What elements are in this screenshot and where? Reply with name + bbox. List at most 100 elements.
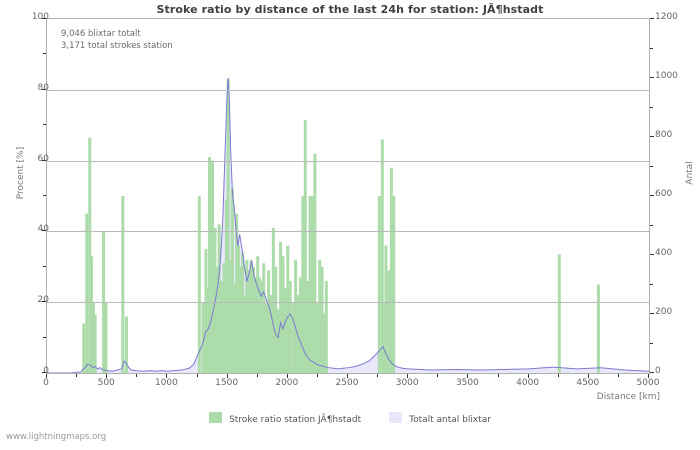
legend-label: Stroke ratio station JÃ¶hstadt [229, 415, 362, 425]
stroke-ratio-bar [298, 277, 302, 373]
stroke-ratio-bar [235, 213, 239, 373]
x-minor-tickmark [256, 374, 258, 377]
stroke-ratio-bar [90, 256, 94, 373]
stroke-ratio-bar [271, 227, 275, 373]
y-right-tickmark [650, 313, 654, 314]
stroke-ratio-bar [249, 259, 253, 373]
y-right-tickmark [650, 372, 654, 373]
y-axis-left-label: Procent [%] [16, 146, 26, 200]
y-right-minor-tickmark [650, 106, 653, 108]
x-tickmark [347, 374, 348, 378]
stroke-ratio-bar [392, 196, 396, 373]
x-tick-label: 2500 [335, 378, 359, 388]
y-right-tickmark [650, 77, 654, 78]
y-left-tickmark [42, 372, 46, 373]
y-right-minor-tickmark [650, 342, 653, 344]
y-right-tick-label: 200 [655, 307, 673, 317]
y-left-tickmark [42, 159, 46, 161]
stroke-ratio-bar [318, 259, 322, 373]
stroke-ratio-bar [320, 266, 324, 373]
x-minor-tickmark [437, 374, 439, 377]
y-left-tick-label: 20 [37, 295, 49, 306]
stroke-ratio-bar [121, 196, 125, 373]
y-left-tickmark [42, 230, 46, 232]
stroke-ratio-bar [220, 280, 224, 373]
y-right-tickmark [650, 254, 654, 255]
stroke-ratio-bar [294, 259, 298, 373]
y-right-minor-tickmark [650, 224, 653, 226]
y-right-tickmark [650, 195, 654, 196]
y-right-minor-tickmark [650, 283, 653, 285]
y-left-tick-label: 0 [43, 366, 49, 376]
stroke-ratio-bar [387, 270, 391, 373]
y-left-tick-label: 100 [31, 12, 49, 22]
x-tickmark [407, 374, 409, 378]
stroke-ratio-bar [267, 270, 271, 373]
stroke-ratio-bar [281, 256, 285, 373]
stroke-ratio-bar [217, 224, 221, 373]
y-left-tick-label: 60 [37, 153, 49, 164]
y-right-tick-label: 1200 [655, 12, 678, 22]
stroke-ratio-bar [279, 242, 283, 373]
x-tickmark [587, 374, 589, 378]
stroke-ratio-bar [380, 139, 384, 373]
x-tick-label: 1000 [154, 378, 178, 388]
annotation-line-2: 3,171 total strokes station [61, 40, 173, 51]
stroke-ratio-bar [322, 312, 326, 373]
x-tick-label: 3500 [455, 378, 479, 388]
stroke-ratio-bar [315, 302, 319, 373]
x-tick-label: 500 [97, 378, 115, 388]
stroke-ratio-bar [389, 167, 393, 373]
stroke-ratio-bar [324, 280, 328, 373]
legend-item[interactable]: Totalt antal blixtar [389, 412, 491, 425]
y-right-tick-label: 800 [655, 130, 673, 140]
y-left-tickmark [42, 301, 46, 303]
stroke-ratio-bar [206, 288, 210, 373]
gridline [47, 160, 649, 162]
legend-swatch-icon [389, 412, 403, 423]
stroke-ratio-bar [377, 196, 381, 373]
stroke-ratio-bar [308, 196, 312, 373]
x-minor-tickmark [196, 374, 198, 377]
stroke-ratio-bar [384, 245, 388, 373]
stroke-ratio-bar [104, 302, 108, 373]
x-minor-tickmark [497, 374, 499, 377]
y-left-minor-tickmark [43, 124, 46, 126]
stroke-ratio-bar [291, 302, 295, 373]
stroke-ratio-bar [224, 199, 228, 373]
y-left-tickmark [42, 88, 46, 90]
gridline [47, 302, 649, 304]
stroke-ratio-bar [301, 196, 305, 373]
stroke-ratio-bar [91, 302, 95, 373]
y-left-minor-tickmark [43, 265, 46, 267]
legend-label: Totalt antal blixtar [409, 415, 491, 425]
stroke-ratio-bar [226, 79, 230, 373]
series-layer [47, 77, 649, 373]
stroke-ratio-bar [124, 316, 128, 373]
y-left-tick-label: 80 [37, 82, 49, 93]
y-right-minor-tickmark [650, 47, 653, 49]
y-right-minor-tickmark [650, 165, 653, 167]
x-tickmark [106, 374, 108, 378]
stroke-ratio-bar [258, 277, 262, 373]
stroke-ratio-bar [264, 302, 268, 373]
x-tickmark [166, 374, 168, 378]
x-tickmark [527, 374, 529, 378]
stroke-ratio-bar [247, 270, 251, 373]
stroke-ratio-bar [239, 266, 243, 373]
stroke-ratio-bar [310, 196, 314, 373]
total-strokes-line [47, 77, 649, 373]
stroke-ratio-bar [233, 284, 237, 373]
stroke-ratio-bar [230, 188, 234, 373]
x-minor-tickmark [136, 374, 138, 377]
stroke-ratio-bar [256, 256, 260, 373]
y-left-minor-tickmark [43, 336, 46, 338]
stroke-ratio-bar [260, 280, 264, 373]
legend-item[interactable]: Stroke ratio station JÃ¶hstadt [209, 412, 361, 425]
x-tickmark [648, 374, 649, 378]
stroke-ratio-bar [222, 263, 226, 373]
stroke-ratio-bar [276, 309, 280, 373]
stroke-ratio-bar [296, 295, 300, 373]
stroke-ratio-bar [253, 277, 257, 373]
stroke-ratio-bar [245, 259, 249, 373]
